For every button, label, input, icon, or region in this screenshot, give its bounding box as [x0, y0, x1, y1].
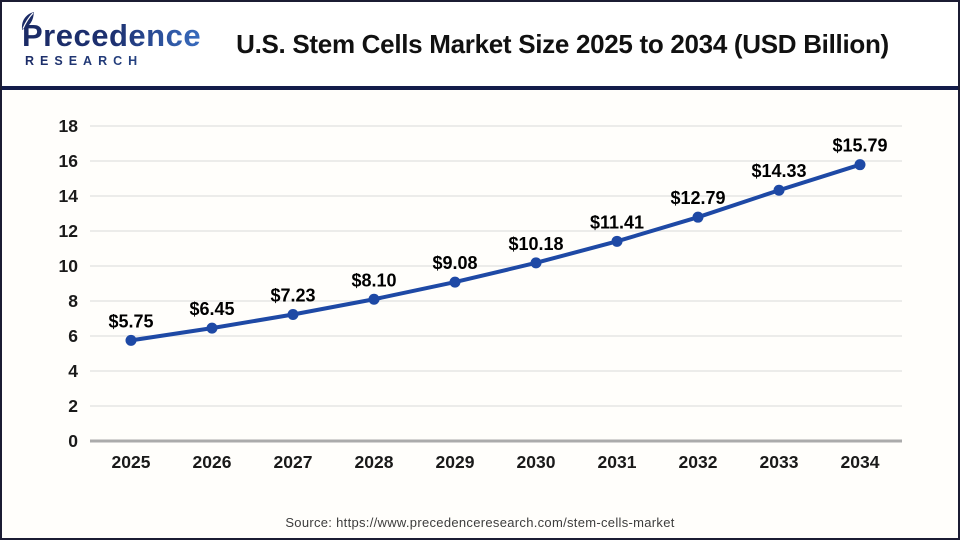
- data-label-2029: $9.08: [432, 253, 477, 273]
- logo-text-top: Precedence: [22, 18, 202, 54]
- source-attribution: Source: https://www.precedenceresearch.c…: [285, 514, 675, 530]
- x-tick-label-2027: 2027: [274, 452, 313, 472]
- x-tick-label-2031: 2031: [598, 452, 637, 472]
- x-axis-labels: 2025 2026 2027 2028 2029 2030 2031 2032 2033 2034: [112, 452, 880, 472]
- data-label-2031: $11.41: [590, 212, 644, 232]
- header-divider: [2, 86, 958, 90]
- data-label-2032: $12.79: [670, 188, 725, 208]
- data-point-2033: [773, 184, 785, 196]
- data-point-2027: [287, 308, 299, 320]
- leaf-icon: [21, 12, 34, 31]
- y-tick-label: 4: [68, 361, 78, 381]
- data-point-2028: [368, 293, 380, 305]
- data-label-2030: $10.18: [508, 234, 563, 254]
- x-tick-label-2025: 2025: [112, 452, 151, 472]
- series-line: [129, 162, 862, 343]
- y-tick-label: 16: [59, 151, 79, 171]
- page-title: U.S. Stem Cells Market Size 2025 to 2034…: [236, 28, 889, 59]
- data-label-2026: $6.45: [189, 299, 234, 319]
- y-tick-label: 10: [59, 256, 79, 276]
- y-tick-label: 18: [59, 116, 79, 136]
- y-axis-tick-labels: 0 2 4 6 8 10 12 14 16 18: [59, 116, 79, 451]
- header: Precedence RESEARCH U.S. Stem Cells Mark…: [2, 2, 958, 86]
- data-point-2025: [125, 334, 137, 346]
- x-tick-label-2032: 2032: [679, 452, 718, 472]
- x-tick-label-2029: 2029: [436, 452, 475, 472]
- logo-text-bottom: RESEARCH: [22, 55, 222, 68]
- data-label-2025: $5.75: [108, 311, 153, 331]
- x-tick-label-2033: 2033: [760, 452, 799, 472]
- title-container: U.S. Stem Cells Market Size 2025 to 2034…: [222, 29, 958, 60]
- data-label-2027: $7.23: [270, 285, 315, 305]
- y-tick-label: 6: [68, 326, 78, 346]
- y-tick-label: 12: [59, 221, 79, 241]
- y-tick-label: 8: [68, 291, 78, 311]
- chart-area: 0 2 4 6 8 10 12 14 16 18 2025 2026 2027 2028 2029 2030 2…: [2, 90, 958, 506]
- y-tick-label: 2: [68, 396, 78, 416]
- x-tick-label-2028: 2028: [355, 452, 394, 472]
- data-label-2034: $15.79: [832, 136, 887, 156]
- data-points: [125, 159, 866, 346]
- data-point-2030: [530, 257, 542, 269]
- gridlines: [90, 125, 902, 443]
- y-tick-label: 14: [59, 186, 79, 206]
- logo-wordmark: Precedence: [21, 12, 222, 54]
- data-label-2033: $14.33: [751, 161, 806, 181]
- data-label-2028: $8.10: [351, 270, 396, 290]
- x-tick-label-2034: 2034: [841, 452, 880, 472]
- data-point-2026: [206, 322, 218, 334]
- x-tick-label-2030: 2030: [517, 452, 556, 472]
- data-point-2031: [611, 235, 623, 247]
- data-point-2032: [692, 211, 704, 223]
- data-point-2034: [854, 159, 866, 171]
- data-labels: $5.75 $6.45 $7.23 $8.10 $9.08 $10.18 $11.41 $12…: [108, 136, 887, 332]
- data-point-2029: [449, 276, 461, 288]
- y-tick-label: 0: [68, 431, 78, 451]
- footer: Source: https://www.precedenceresearch.c…: [2, 506, 958, 538]
- precedence-research-logo: Precedence RESEARCH: [21, 12, 222, 68]
- x-tick-label-2026: 2026: [193, 452, 232, 472]
